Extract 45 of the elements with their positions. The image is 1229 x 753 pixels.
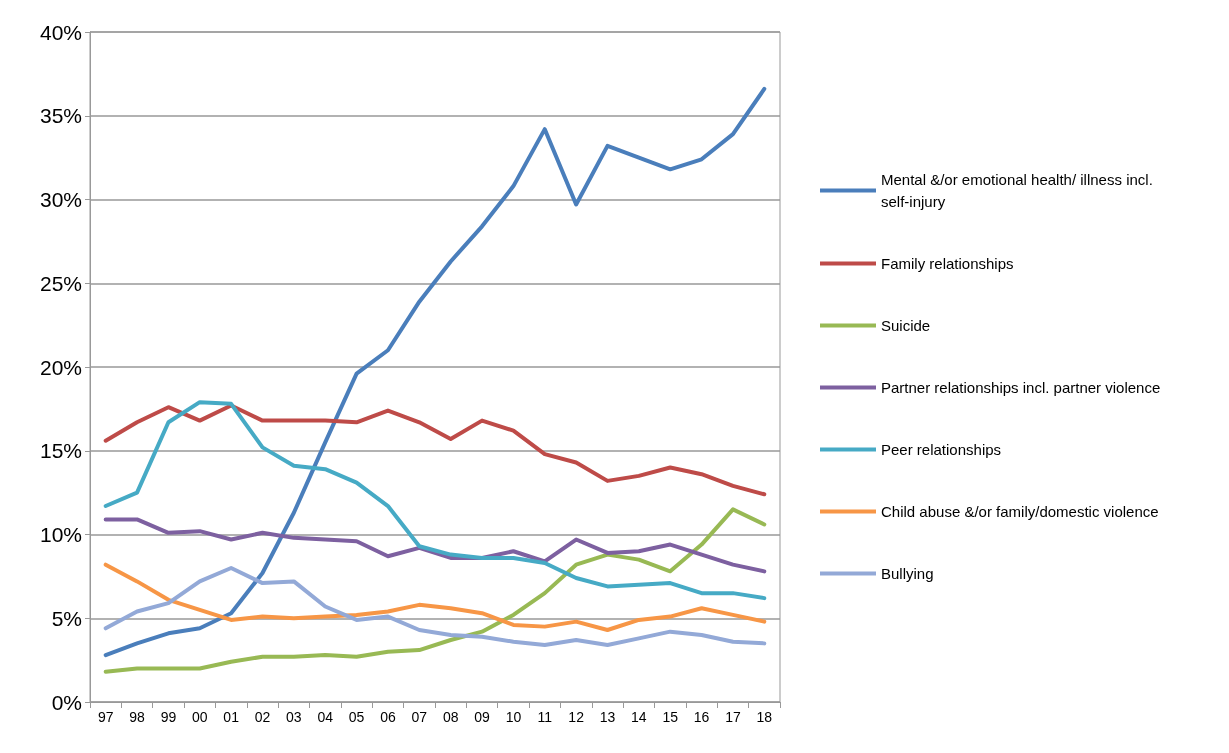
x-tick-label: 11	[537, 709, 553, 725]
x-tick-label: 16	[693, 709, 710, 725]
line-series	[103, 403, 767, 497]
x-tick-label: 18	[756, 709, 773, 725]
legend-label: Bullying	[881, 565, 934, 582]
x-tick-label: 04	[317, 709, 334, 725]
line-series	[103, 566, 767, 648]
x-tick-label: 17	[725, 709, 741, 725]
y-tick-label: 15%	[39, 439, 82, 463]
line-series	[103, 86, 767, 658]
y-tick-label: 40%	[39, 20, 82, 44]
line-series	[103, 400, 767, 601]
line-series	[103, 517, 767, 574]
x-tick-label: 07	[411, 709, 428, 725]
x-tick-label: 14	[631, 709, 647, 725]
x-tick-label: 05	[348, 709, 365, 725]
x-tick-label: 06	[380, 709, 396, 725]
x-tick-label: 12	[568, 709, 585, 725]
y-tick-label: 5%	[51, 606, 82, 630]
x-tick-label: 08	[442, 709, 459, 725]
x-tick-label: 03	[286, 709, 302, 725]
y-tick-label: 35%	[39, 104, 82, 128]
x-tick-label: 01	[223, 709, 240, 725]
x-tick-label: 10	[505, 709, 522, 725]
legend-label: Mental &/or emotional health/ illness incl. self-injury	[881, 171, 1157, 210]
y-tick-label: 20%	[39, 355, 82, 379]
legend-label: Child abuse &/or family/domestic violence	[881, 503, 1159, 520]
legend-label: Peer relationships	[881, 441, 1002, 458]
legend-label: Partner relationships incl. partner violence	[881, 379, 1161, 396]
x-tick-label: 97	[97, 709, 114, 725]
line-series	[103, 562, 767, 632]
legend-label: Family relationships	[881, 255, 1014, 272]
line-series	[103, 507, 767, 674]
y-tick-label: 25%	[39, 271, 82, 295]
x-tick-label: 13	[599, 709, 616, 725]
x-tick-label: 00	[191, 709, 208, 725]
legend-label: Suicide	[881, 317, 931, 334]
x-tick-label: 02	[254, 709, 271, 725]
x-tick-label: 15	[662, 709, 679, 725]
y-tick-label: 30%	[39, 188, 82, 211]
y-tick-label: 0%	[51, 690, 82, 714]
x-tick-label: 99	[160, 709, 177, 725]
y-tick-label: 10%	[39, 523, 82, 546]
x-tick-label: 09	[474, 709, 491, 725]
x-tick-label: 98	[129, 709, 146, 725]
